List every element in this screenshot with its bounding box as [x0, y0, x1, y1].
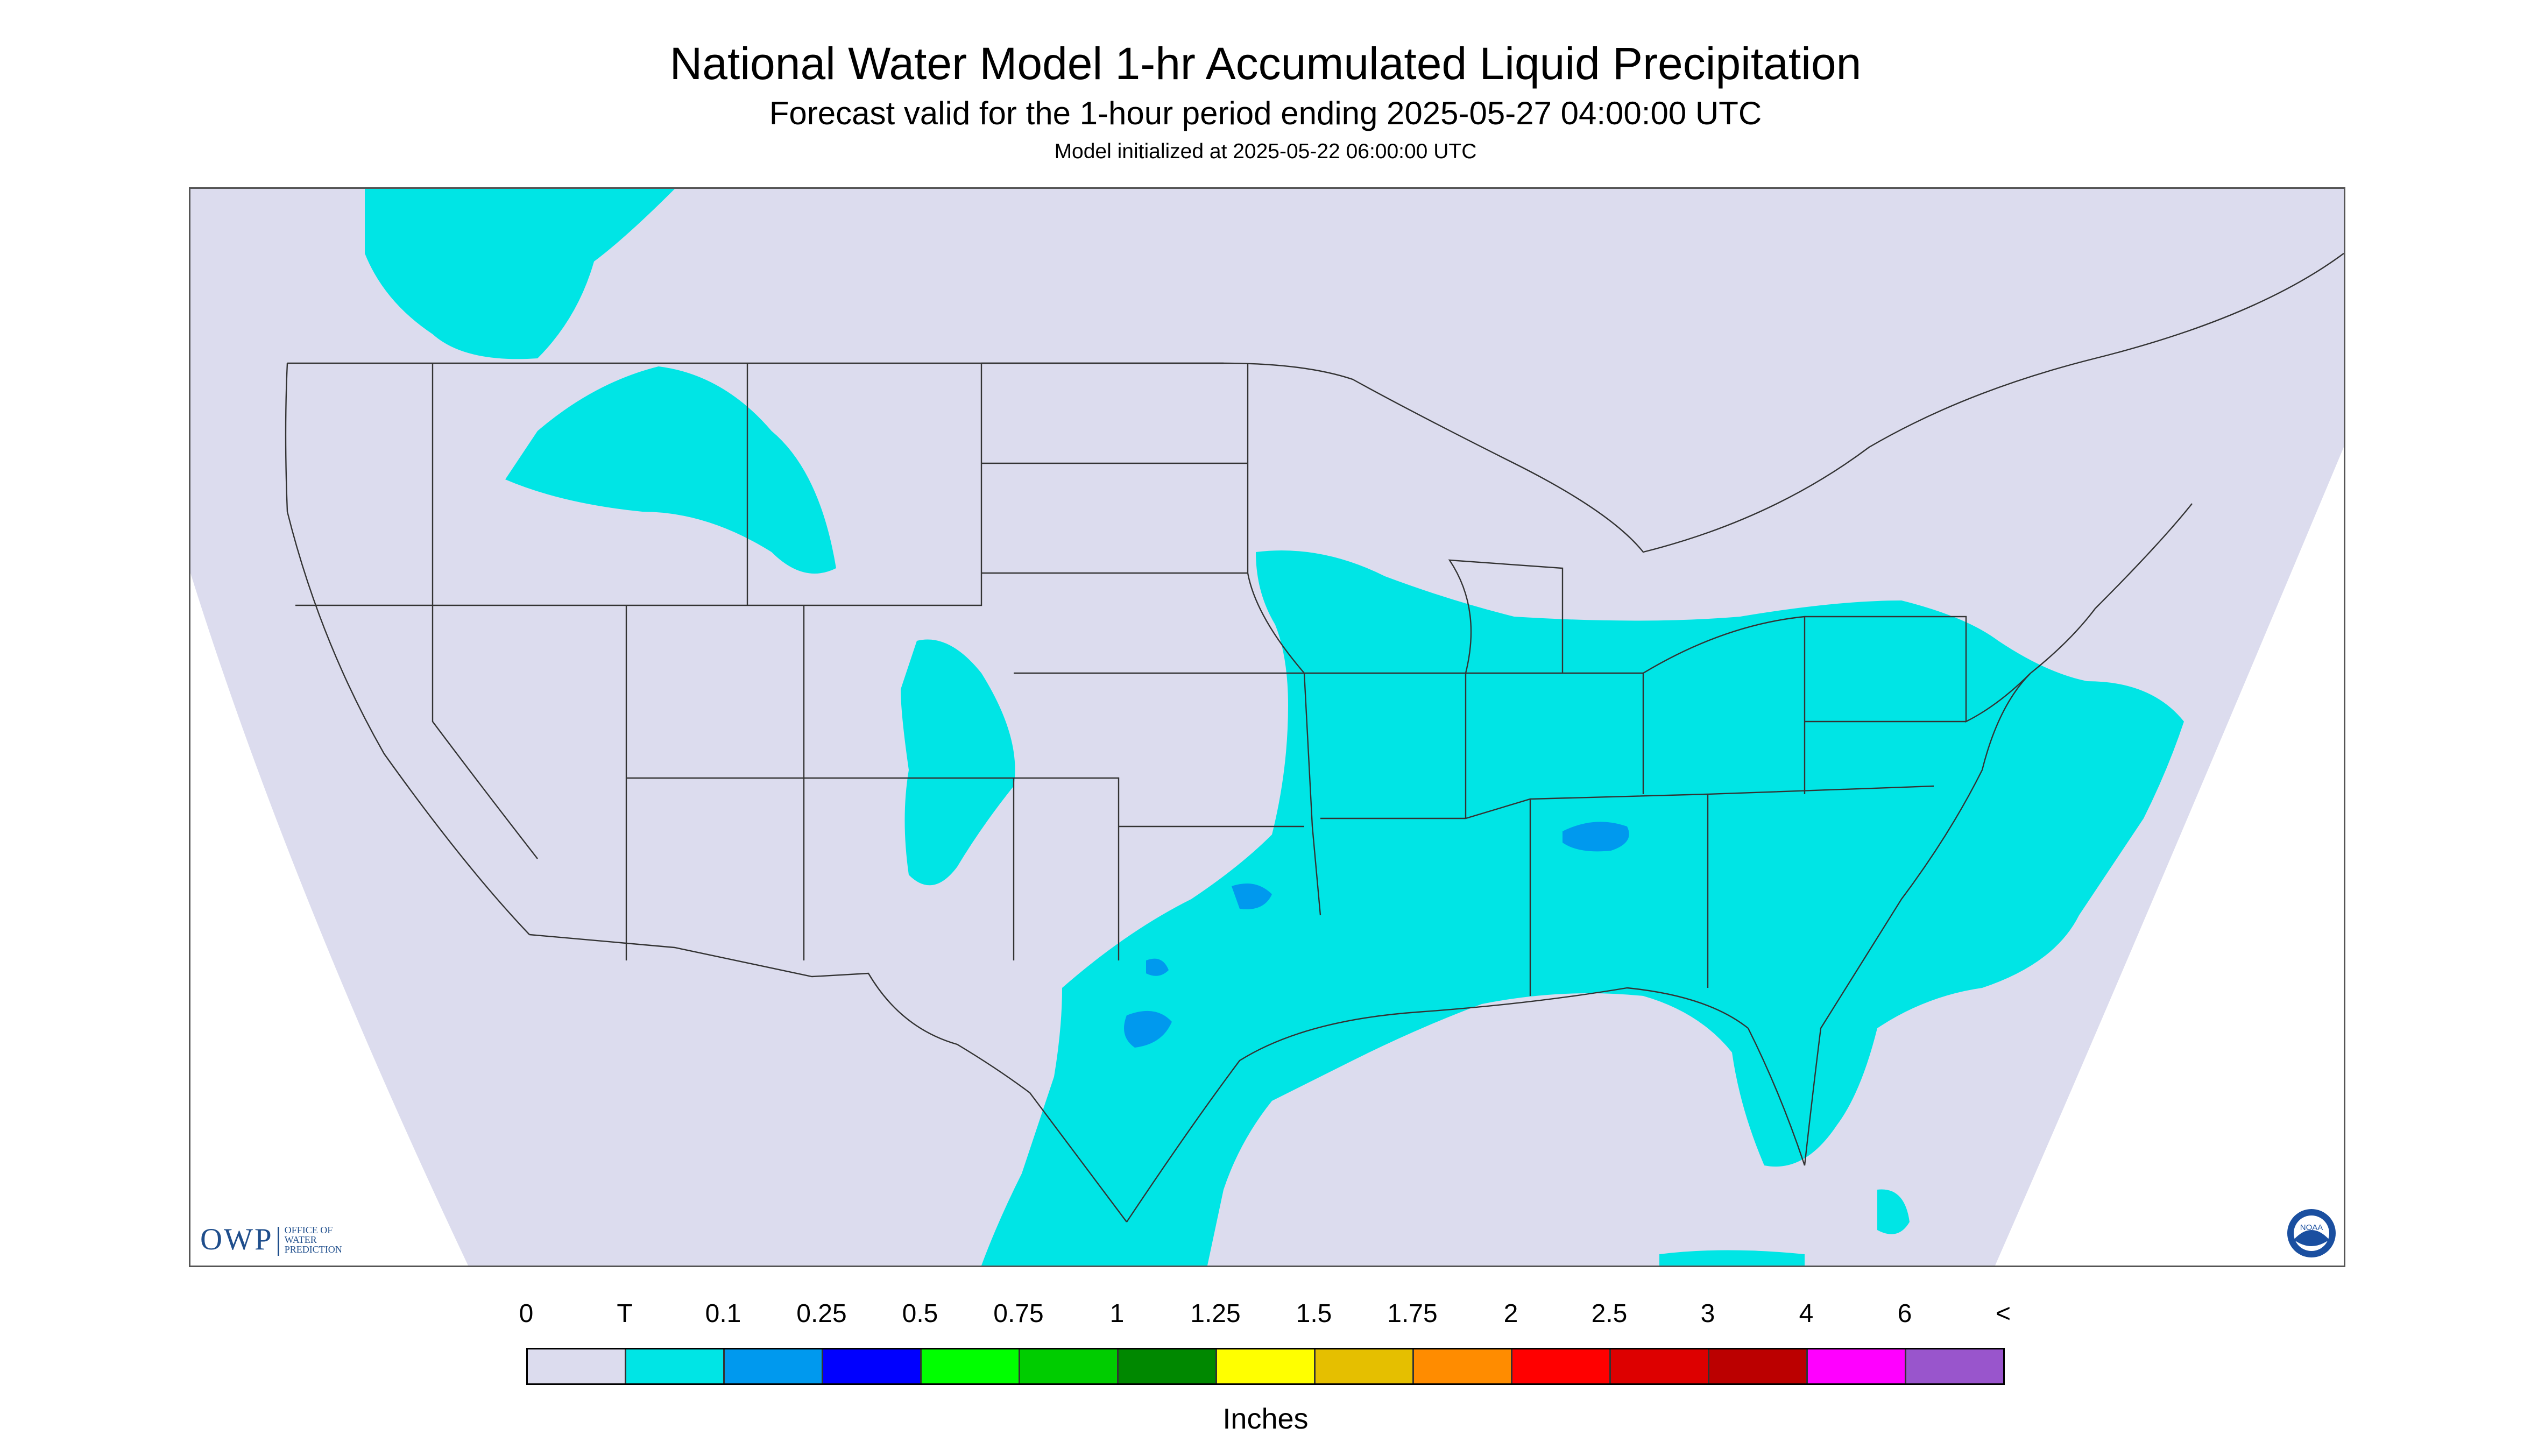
legend-swatch [1414, 1349, 1512, 1383]
map-subtitle: Forecast valid for the 1-hour period end… [769, 97, 1762, 132]
legend-label: 1.75 [1387, 1301, 1438, 1328]
legend-label: 0.5 [902, 1301, 938, 1328]
precip-area-east [981, 550, 2184, 1266]
legend-label: 1.5 [1296, 1301, 1332, 1328]
precip-area-montana [505, 366, 836, 574]
legend-label: 1.25 [1190, 1301, 1241, 1328]
precip-area-gulf-south [1659, 1250, 1805, 1266]
legend-label: 0.75 [993, 1301, 1044, 1328]
precipitation-map: OWP OFFICE OF WATER PREDICTION NOAA [189, 187, 2345, 1267]
heavy-spot-alabama [1563, 822, 1629, 852]
legend-swatch [1316, 1349, 1414, 1383]
legend-label: 3 [1700, 1301, 1715, 1328]
legend-swatch [1217, 1349, 1316, 1383]
precip-area-northwest [365, 189, 675, 359]
legend-label: 0.1 [705, 1301, 741, 1328]
precip-area-florida-offshore [1877, 1189, 1910, 1234]
map-title: National Water Model 1-hr Accumulated Li… [669, 39, 1862, 89]
legend-labels: 0 T 0.1 0.25 0.5 0.75 1 1.25 1.5 1.75 2 2.5 3 4 6 < [0, 1301, 2531, 1337]
owp-logo: OWP OFFICE OF WATER PREDICTION [200, 1224, 342, 1259]
legend-label: 0.25 [796, 1301, 847, 1328]
legend-swatch [1611, 1349, 1709, 1383]
legend-label: < [1995, 1301, 2011, 1328]
noaa-logo-text: NOAA [2300, 1223, 2323, 1232]
heavy-spot-texas-1 [1146, 958, 1169, 976]
boundaries [285, 253, 2344, 1222]
owp-line-1: OFFICE OF [284, 1227, 333, 1236]
legend-label: 2.5 [1591, 1301, 1628, 1328]
legend-colorbar [526, 1348, 2005, 1385]
legend-swatch [1119, 1349, 1217, 1383]
legend-swatch [922, 1349, 1020, 1383]
noaa-logo-icon: NOAA [2287, 1209, 2336, 1257]
legend-swatch [1709, 1349, 1808, 1383]
legend-label: T [617, 1301, 633, 1328]
canada-us-border [287, 253, 2344, 553]
precip-area-colorado [901, 639, 1015, 886]
legend-swatch [626, 1349, 725, 1383]
legend-label: 1 [1109, 1301, 1125, 1328]
owp-line-2: WATER [284, 1236, 317, 1246]
precip-heavier-areas [1124, 822, 1629, 1048]
legend-label: 2 [1503, 1301, 1518, 1328]
legend-label: 4 [1799, 1301, 1814, 1328]
gulf-coast [1126, 987, 1806, 1222]
legend-swatch [1020, 1349, 1119, 1383]
state-lines-central [981, 362, 1321, 960]
legend-unit-label: Inches [1222, 1403, 1309, 1435]
legend-swatch [1906, 1349, 2003, 1383]
mexico-us-border [529, 934, 1127, 1222]
owp-line-3: PREDICTION [284, 1246, 342, 1256]
heavy-spot-texas-2 [1124, 1010, 1172, 1048]
legend-swatch [1512, 1349, 1611, 1383]
legend-swatch [1808, 1349, 1906, 1383]
atlantic-coast [1804, 503, 2193, 1166]
heavy-spot-oklahoma [1232, 884, 1272, 909]
legend-swatch [528, 1349, 626, 1383]
precip-trace-areas [365, 189, 2184, 1266]
legend-label: 6 [1897, 1301, 1912, 1328]
owp-logo-subtext: OFFICE OF WATER PREDICTION [278, 1227, 342, 1256]
map-svg [190, 189, 2344, 1266]
model-init-text: Model initialized at 2025-05-22 06:00:00… [1054, 139, 1477, 163]
state-lines-east [1312, 559, 2031, 996]
owp-logo-text: OWP [200, 1224, 273, 1257]
legend-swatch [823, 1349, 922, 1383]
legend-label: 0 [519, 1301, 534, 1328]
legend-swatch [725, 1349, 823, 1383]
pacific-coast [285, 363, 530, 935]
